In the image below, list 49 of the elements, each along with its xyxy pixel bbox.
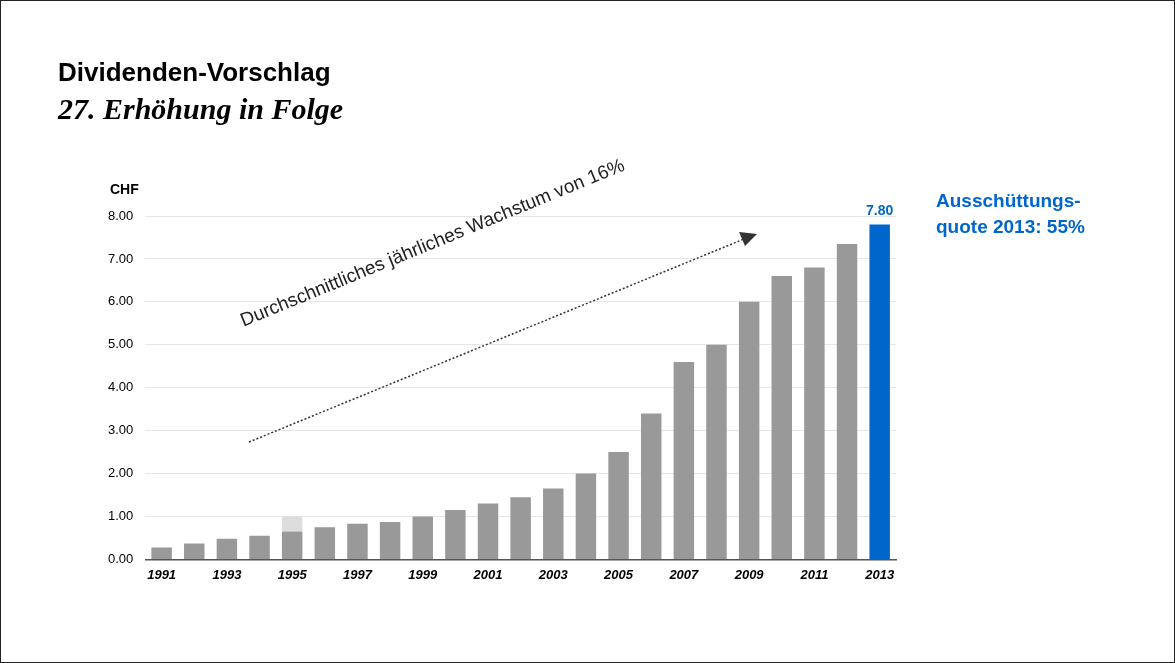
x-tick-label: 1995 [277, 566, 308, 582]
bar [804, 267, 825, 559]
bar [510, 497, 531, 559]
bar [771, 276, 792, 559]
y-tick-label: 0.00 [107, 550, 134, 566]
bar [347, 523, 368, 559]
x-tick-label: 2011 [799, 566, 829, 582]
y-tick-label: 7.00 [107, 250, 134, 266]
bar [477, 503, 499, 559]
bar [836, 243, 858, 559]
x-tick-label: 2001 [472, 566, 503, 582]
x-tick-label: 2003 [537, 566, 569, 582]
x-tick-label: 2007 [668, 566, 700, 582]
bar [281, 531, 303, 559]
y-tick-label: 3.00 [107, 422, 134, 438]
y-tick-label: 1.00 [107, 508, 134, 524]
bar [543, 488, 564, 559]
bar [412, 516, 433, 559]
x-tick-label: 1997 [342, 566, 373, 582]
bar [249, 535, 270, 559]
bar [216, 538, 238, 559]
chart-subtitle: 27. Erhöhung in Folge [58, 92, 344, 126]
bar [608, 452, 629, 559]
bar [151, 547, 172, 559]
x-tick-label: 2005 [603, 566, 634, 582]
x-tick-label: 2013 [864, 566, 895, 582]
x-tick-label: 1993 [212, 566, 243, 582]
bar [640, 413, 662, 559]
bar [706, 344, 727, 559]
y-axis-title: CHF [110, 181, 139, 197]
y-tick-label: 4.00 [107, 379, 134, 395]
bar [869, 224, 890, 559]
text: Ausschüttungs-quote 2013: 55% [936, 189, 1086, 239]
bar [379, 522, 401, 559]
bar [575, 473, 597, 559]
data-label: 7.80 [866, 202, 894, 219]
bar [673, 361, 695, 559]
x-tick-label: 1999 [408, 566, 438, 582]
y-tick-label: 2.00 [107, 465, 134, 481]
x-tick-label: 1991 [147, 566, 177, 582]
bar [445, 510, 466, 559]
bar [184, 543, 205, 559]
y-tick-label: 6.00 [107, 293, 134, 309]
bar [738, 301, 760, 559]
bar [314, 527, 336, 559]
y-tick-label: 5.00 [107, 336, 134, 352]
x-tick-label: 2009 [733, 566, 765, 582]
chart-title: Dividenden-Vorschlag [58, 57, 331, 88]
y-tick-label: 8.00 [107, 207, 134, 223]
